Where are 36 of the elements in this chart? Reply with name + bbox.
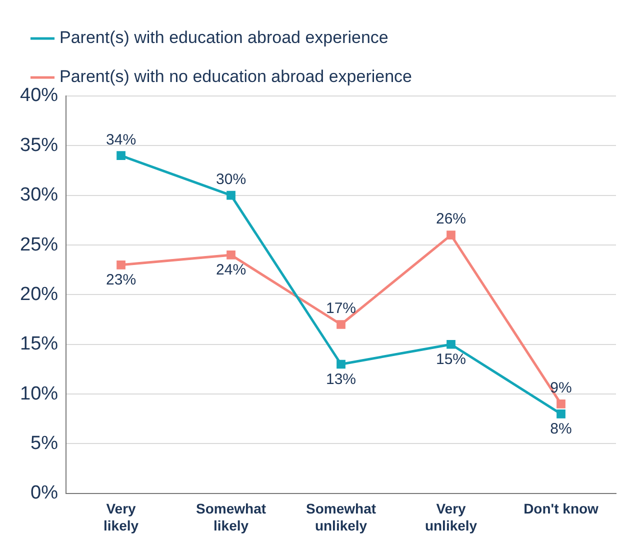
point <box>226 250 236 260</box>
data-label: 34% <box>106 131 136 148</box>
point <box>446 230 456 240</box>
point <box>556 400 566 408</box>
x-tick-label: Somewhat unlikely <box>306 500 376 534</box>
point <box>116 260 126 270</box>
data-label: 24% <box>216 262 246 279</box>
data-label: 30% <box>216 170 246 188</box>
y-tick-label: 0% <box>30 482 58 504</box>
point <box>556 409 566 418</box>
point <box>336 360 346 369</box>
data-label: 9% <box>550 380 572 397</box>
legend-label: Parent(s) with education abroad experience <box>60 28 388 48</box>
data-label: 23% <box>106 272 136 289</box>
data-label: 26% <box>436 210 466 228</box>
x-tick-label: Somewhat likely <box>196 500 266 534</box>
point <box>116 151 126 160</box>
point <box>446 340 456 349</box>
y-tick-label: 35% <box>20 134 58 156</box>
y-tick-label: 10% <box>20 383 58 404</box>
data-label: 8% <box>550 420 572 438</box>
legend-label: Parent(s) with no education abroad experience <box>60 67 412 86</box>
point <box>226 190 236 200</box>
y-tick-label: 15% <box>20 334 58 355</box>
x-tick-label: Very unlikely <box>424 500 478 534</box>
data-label: 15% <box>436 351 466 368</box>
data-label: 13% <box>326 370 356 388</box>
point <box>336 320 346 329</box>
y-tick-label: 20% <box>20 284 58 305</box>
y-tick-label: 40% <box>20 85 58 106</box>
x-tick-label: Very likely <box>104 500 139 534</box>
y-tick-label: 25% <box>20 234 58 256</box>
y-tick-label: 5% <box>30 432 58 454</box>
data-label: 17% <box>326 300 356 318</box>
y-tick-label: 30% <box>20 184 58 206</box>
x-tick-label: Don't know <box>524 500 599 517</box>
